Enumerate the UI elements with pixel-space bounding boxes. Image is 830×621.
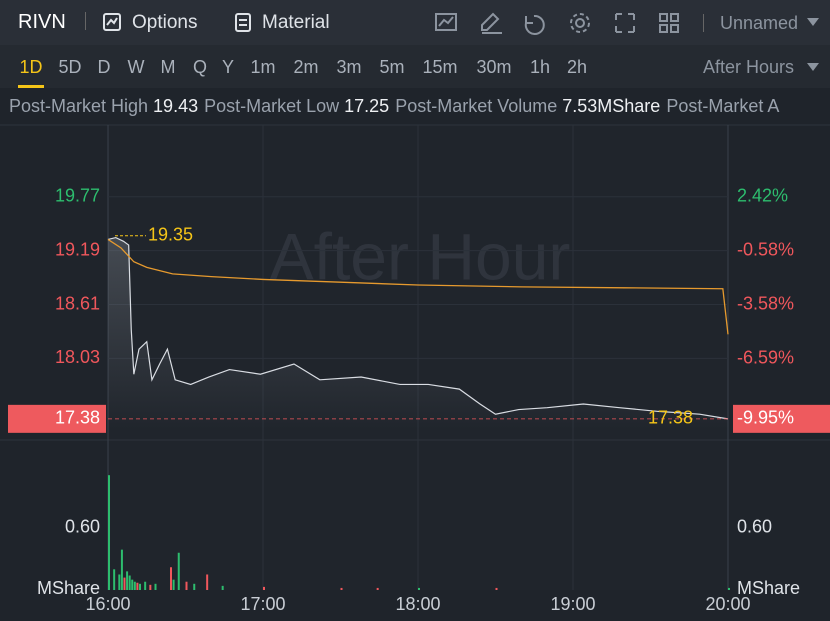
volume-bar: [495, 587, 498, 590]
volume-unit: MShare: [37, 578, 100, 598]
volume-bar: [126, 571, 129, 590]
volume-tick-label: 0.60: [737, 517, 772, 537]
interval-button[interactable]: Q: [192, 57, 208, 77]
volume-tick-label: 0.60: [65, 517, 100, 537]
volume-bar: [206, 574, 209, 590]
volume-bar: [113, 569, 116, 590]
interval-button[interactable]: Y: [221, 57, 235, 77]
volume-bar: [144, 581, 147, 590]
material-button[interactable]: Material: [262, 12, 330, 33]
stats-row: Post-Market High 19.43 Post-Market Low 17.2…: [9, 96, 830, 117]
stat-label: Post-Market High: [9, 96, 149, 116]
volume-bar: [131, 579, 134, 590]
interval-button[interactable]: 5m: [379, 57, 405, 77]
session-select[interactable]: After Hours: [703, 57, 795, 77]
watermark: After Hour: [270, 219, 571, 293]
last-price-label: 17.38: [55, 408, 100, 428]
volume-bar: [118, 574, 121, 590]
volume-bar: [170, 567, 172, 590]
stat-value: 19.43: [153, 96, 199, 116]
price-line: [107, 238, 729, 335]
interval-button[interactable]: 30m: [476, 57, 512, 77]
y-tick-label: 18.61: [55, 293, 100, 313]
interval-button[interactable]: 1h: [529, 57, 551, 77]
volume-bar: [128, 575, 131, 590]
material-icon: [235, 13, 251, 32]
x-tick-label: 16:00: [85, 594, 130, 614]
volume-bar: [221, 585, 224, 590]
high-label: 19.35: [148, 224, 193, 244]
x-tick-label: 18:00: [395, 594, 440, 614]
stat-label: Post-Market A: [666, 96, 780, 116]
y-tick-label: 19.19: [55, 239, 100, 259]
y2-tick-label: 2.42%: [737, 186, 788, 206]
interval-button[interactable]: 2h: [566, 57, 588, 77]
volume-bar: [728, 587, 730, 590]
volume-bar: [340, 587, 343, 590]
symbol[interactable]: RIVN: [18, 11, 66, 33]
y2-tick-label: -0.58%: [737, 240, 794, 260]
volume-bar: [172, 579, 175, 590]
price-area: [108, 237, 728, 430]
price-line: [107, 236, 729, 420]
last-price-box: [8, 404, 106, 433]
volume-bar: [136, 582, 139, 590]
last-change-box: [733, 404, 830, 433]
last-change-label: -9.95%: [737, 408, 794, 428]
stat-label: Post-Market Low: [204, 96, 340, 116]
volume-bar: [418, 587, 420, 590]
last-price-tag: 17.38: [648, 408, 693, 428]
y2-tick-label: -6.59%: [737, 347, 794, 367]
volume-unit: MShare: [737, 578, 800, 598]
interval-button[interactable]: 1D: [19, 57, 43, 77]
tool-icons: [435, 12, 679, 35]
stat-label: Post-Market Volume: [395, 96, 558, 116]
volume-bar: [133, 581, 136, 590]
interval-bar: After Hours 1D 5D D W M Q Y 1m 2m 3m 5m 15m 30m 1h 2h: [0, 45, 830, 88]
interval-button[interactable]: D: [97, 57, 111, 77]
y2-tick-label: -3.58%: [737, 293, 794, 313]
layout-name[interactable]: Unnamed: [720, 13, 799, 33]
volume-bar: [123, 577, 126, 590]
volume-bar: [376, 587, 379, 590]
interval-button[interactable]: 15m: [422, 57, 458, 77]
volume-bar: [149, 584, 152, 590]
volume-bar: [177, 552, 180, 590]
volume-bar: [154, 583, 157, 590]
interval-button[interactable]: W: [127, 57, 145, 77]
interval-button[interactable]: 3m: [336, 57, 362, 77]
volume-bar: [108, 475, 110, 590]
active-underline: [18, 85, 44, 88]
interval-button[interactable]: 1m: [250, 57, 276, 77]
x-tick-label: 20:00: [705, 594, 750, 614]
stat-value: 17.25: [344, 96, 390, 116]
y-tick-label: 18.03: [55, 347, 100, 367]
options-button[interactable]: Options: [132, 12, 198, 33]
options-icon: [103, 13, 121, 31]
interval-button[interactable]: 5D: [58, 57, 82, 77]
interval-button[interactable]: 2m: [293, 57, 319, 77]
volume-bar: [185, 581, 188, 590]
x-tick-label: 19:00: [550, 594, 595, 614]
volume-bar: [139, 583, 141, 590]
x-tick-label: 17:00: [240, 594, 285, 614]
volume-bar: [263, 586, 265, 590]
volume-bar: [120, 549, 123, 590]
stat-value: 7.53MShare: [562, 96, 661, 116]
volume-bar: [193, 583, 196, 590]
toolbar: RIVN Options Material Unnamed: [0, 0, 830, 45]
interval-button[interactable]: M: [160, 57, 176, 77]
y-tick-label: 19.77: [55, 185, 100, 205]
